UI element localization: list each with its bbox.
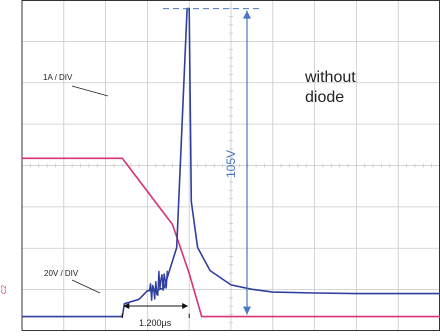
- traces: [22, 7, 440, 318]
- trace-voltage-ringing: [148, 270, 168, 301]
- peak-arrow-head-bottom: [243, 306, 251, 315]
- channel-marker: C2: [1, 285, 8, 294]
- trace-voltage: [22, 7, 440, 318]
- series-label-voltage-leader: [71, 279, 101, 294]
- annotations: [71, 8, 260, 318]
- annotation-without-diode: without diode: [304, 69, 360, 106]
- series-label-current: 1A / DIV: [43, 73, 73, 82]
- series-label-voltage: 20V / DIV: [44, 269, 79, 278]
- time-arrow-head-right: [182, 303, 189, 309]
- time-interval-label: 1.200µs: [139, 318, 172, 328]
- peak-voltage-label: 105V: [224, 150, 238, 178]
- trace-current: [22, 157, 440, 318]
- time-arrow-head-left: [123, 303, 130, 309]
- series-label-current-leader: [71, 85, 109, 97]
- peak-arrow-head-top: [243, 10, 251, 19]
